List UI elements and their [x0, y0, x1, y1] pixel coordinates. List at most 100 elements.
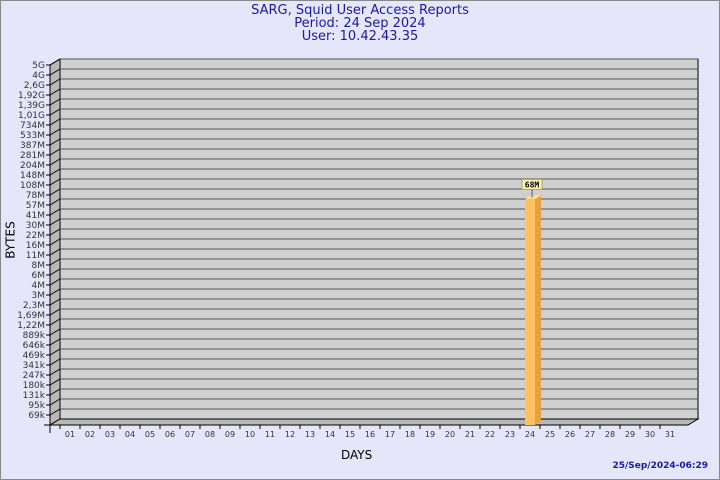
x-tick-label: 29: [625, 430, 635, 439]
y-tick-diagonal: [49, 98, 61, 106]
bar-side: [535, 195, 541, 425]
x-axis-label: DAYS: [341, 448, 373, 462]
x-tick-label: 01: [65, 430, 75, 439]
x-tick-label: 08: [205, 430, 215, 439]
x-tick-label: 28: [605, 430, 615, 439]
x-tick-label: 21: [465, 430, 475, 439]
plot-floor: [48, 418, 700, 426]
y-tick-label: 281M: [20, 151, 45, 161]
y-tick-diagonal: [49, 168, 61, 176]
y-tick-diagonal: [49, 58, 61, 66]
y-tick-label: 5G: [32, 61, 45, 71]
y-tick-label: 247k: [23, 371, 46, 381]
y-tick-label: 1,69M: [17, 311, 45, 321]
x-tick-label: 23: [505, 430, 515, 439]
chart-user: User: 10.42.43.35: [301, 29, 419, 44]
x-tick-label: 14: [325, 430, 335, 439]
y-tick-label: 4M: [32, 281, 46, 291]
y-tick-diagonal: [49, 318, 61, 326]
y-tick-label: 734M: [20, 121, 45, 131]
x-tick-label: 10: [245, 430, 255, 439]
x-tick-label: 09: [225, 430, 235, 439]
y-tick-label: 108M: [20, 181, 45, 191]
y-tick-label: 22M: [26, 231, 45, 241]
x-tick-label: 25: [545, 430, 555, 439]
y-tick-diagonal: [49, 228, 61, 236]
x-tick-label: 27: [585, 430, 595, 439]
y-tick-label: 78M: [26, 191, 45, 201]
y-tick-diagonal: [49, 198, 61, 206]
y-tick-label: 889k: [23, 331, 46, 341]
y-tick-diagonal: [49, 368, 61, 376]
y-tick-diagonal: [49, 118, 61, 126]
y-tick-diagonal: [49, 268, 61, 276]
y-tick-label: 16M: [26, 241, 45, 251]
x-tick-label: 26: [565, 430, 575, 439]
data-label: 68M: [525, 180, 540, 189]
y-tick-label: 4G: [32, 71, 45, 81]
y-tick-diagonal: [49, 338, 61, 346]
y-tick-label: 11M: [26, 251, 45, 261]
x-tick-label: 04: [125, 430, 135, 439]
y-tick-diagonal: [49, 288, 61, 296]
y-tick-label: 204M: [20, 161, 45, 171]
y-tick-label: 1,22M: [17, 321, 45, 331]
y-tick-label: 1,01G: [18, 111, 45, 121]
x-tick-label: 22: [485, 430, 495, 439]
x-tick-label: 19: [425, 430, 435, 439]
x-tick-label: 16: [365, 430, 375, 439]
y-tick-label: 387M: [20, 141, 45, 151]
generated-timestamp: 25/Sep/2024-06:29: [612, 461, 708, 471]
x-tick-label: 11: [265, 430, 275, 439]
x-tick-label: 20: [445, 430, 455, 439]
x-tick-label: 13: [305, 430, 315, 439]
y-tick-diagonal: [49, 408, 61, 416]
y-tick-diagonal: [49, 78, 61, 86]
y-tick-diagonal: [49, 308, 61, 316]
y-tick-diagonal: [49, 258, 61, 266]
x-tick-label: 15: [345, 430, 355, 439]
y-tick-diagonal: [49, 178, 61, 186]
y-tick-diagonal: [49, 68, 61, 76]
y-tick-label: 57M: [26, 201, 45, 211]
x-tick-label: 31: [665, 430, 675, 439]
y-tick-diagonal: [49, 208, 61, 216]
y-tick-diagonal: [49, 378, 61, 386]
y-tick-diagonal: [49, 348, 61, 356]
x-tick-label: 05: [145, 430, 155, 439]
x-tick-label: 07: [185, 430, 195, 439]
y-tick-label: 41M: [26, 211, 45, 221]
bar-top: [525, 195, 541, 200]
y-tick-label: 533M: [20, 131, 45, 141]
x-tick-label: 02: [85, 430, 95, 439]
y-tick-diagonal: [49, 328, 61, 336]
y-tick-diagonal: [49, 158, 61, 166]
x-tick-label: 18: [405, 430, 415, 439]
x-tick-label: 30: [645, 430, 655, 439]
y-tick-label: 8M: [32, 261, 46, 271]
y-tick-label: 469k: [23, 351, 46, 361]
y-tick-diagonal: [49, 388, 61, 396]
y-axis-label: BYTES: [3, 221, 18, 259]
y-tick-label: 341k: [23, 361, 46, 371]
y-tick-diagonal: [49, 238, 61, 246]
y-tick-label: 3M: [32, 291, 46, 301]
y-tick-label: 646k: [23, 341, 46, 351]
x-tick-label: 24: [525, 430, 535, 439]
y-tick-label: 2,3M: [23, 301, 45, 311]
y-tick-label: 6M: [32, 271, 46, 281]
y-tick-label: 30M: [26, 221, 45, 231]
data-label-box: [521, 178, 543, 190]
y-tick-label: 180k: [23, 381, 46, 391]
y-tick-label: 131k: [23, 391, 46, 401]
y-tick-label: 1,39G: [18, 101, 45, 111]
y-tick-diagonal: [49, 218, 61, 226]
y-tick-diagonal: [49, 298, 61, 306]
y-tick-label: 69k: [28, 411, 45, 421]
chart-period: Period: 24 Sep 2024: [294, 16, 426, 31]
chart-title: SARG, Squid User Access Reports: [251, 3, 469, 18]
bar-front: [525, 199, 535, 425]
y-tick-label: 148M: [20, 171, 45, 181]
y-tick-diagonal: [49, 128, 61, 136]
